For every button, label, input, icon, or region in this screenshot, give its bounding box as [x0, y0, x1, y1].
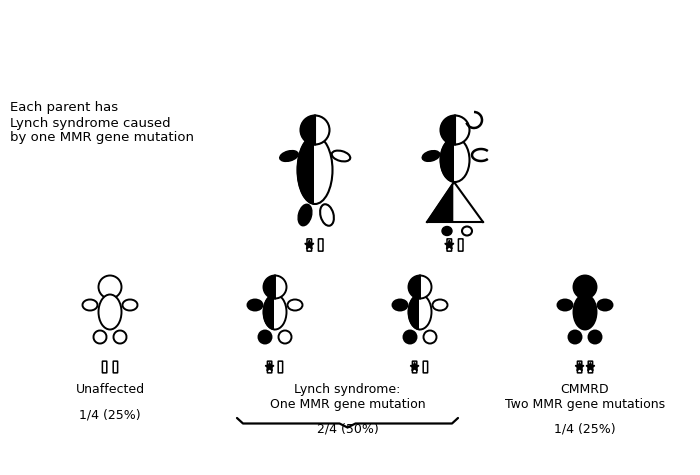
FancyBboxPatch shape: [102, 361, 107, 373]
Wedge shape: [300, 115, 315, 144]
Ellipse shape: [422, 151, 440, 162]
Ellipse shape: [433, 300, 447, 311]
Circle shape: [99, 276, 122, 298]
Polygon shape: [586, 362, 595, 370]
Ellipse shape: [442, 227, 452, 236]
Wedge shape: [455, 115, 470, 144]
Polygon shape: [410, 362, 419, 370]
Ellipse shape: [288, 300, 302, 311]
Text: Each parent has
Lynch syndrome caused
by one MMR gene mutation: Each parent has Lynch syndrome caused by…: [10, 102, 194, 144]
FancyBboxPatch shape: [588, 361, 593, 373]
FancyBboxPatch shape: [267, 361, 272, 373]
Polygon shape: [427, 182, 454, 222]
FancyBboxPatch shape: [578, 361, 582, 373]
Ellipse shape: [332, 151, 350, 162]
Circle shape: [403, 331, 416, 343]
Wedge shape: [275, 276, 286, 298]
Ellipse shape: [280, 151, 298, 162]
Circle shape: [589, 331, 601, 343]
Circle shape: [258, 331, 272, 343]
Ellipse shape: [557, 300, 573, 311]
Circle shape: [279, 331, 291, 343]
Text: Unaffected: Unaffected: [76, 383, 145, 396]
FancyBboxPatch shape: [412, 361, 416, 373]
Ellipse shape: [99, 294, 122, 330]
Text: Lynch syndrome:
One MMR gene mutation: Lynch syndrome: One MMR gene mutation: [270, 383, 426, 411]
Polygon shape: [298, 136, 315, 204]
Wedge shape: [440, 115, 455, 144]
Ellipse shape: [248, 300, 262, 311]
Polygon shape: [304, 240, 314, 249]
Text: 1/4 (25%): 1/4 (25%): [554, 423, 616, 436]
FancyBboxPatch shape: [113, 361, 118, 373]
Polygon shape: [455, 138, 470, 182]
Circle shape: [568, 331, 582, 343]
Ellipse shape: [598, 300, 612, 311]
Wedge shape: [263, 276, 275, 298]
FancyBboxPatch shape: [458, 239, 463, 251]
Ellipse shape: [298, 204, 312, 226]
Polygon shape: [263, 294, 275, 330]
Text: CMMRD
Two MMR gene mutations: CMMRD Two MMR gene mutations: [505, 383, 665, 411]
Polygon shape: [454, 182, 483, 222]
Text: 2/4 (50%): 2/4 (50%): [316, 423, 379, 436]
Ellipse shape: [320, 204, 334, 226]
Wedge shape: [420, 276, 431, 298]
Text: 1/4 (25%): 1/4 (25%): [79, 408, 141, 421]
Wedge shape: [409, 276, 420, 298]
Polygon shape: [440, 138, 455, 182]
Circle shape: [424, 331, 437, 343]
Polygon shape: [444, 240, 454, 249]
Polygon shape: [275, 294, 286, 330]
Ellipse shape: [573, 294, 596, 330]
Polygon shape: [575, 362, 584, 370]
Circle shape: [573, 276, 596, 298]
FancyBboxPatch shape: [424, 361, 428, 373]
Ellipse shape: [462, 227, 472, 236]
Ellipse shape: [393, 300, 407, 311]
FancyBboxPatch shape: [307, 239, 312, 251]
FancyBboxPatch shape: [447, 239, 452, 251]
FancyBboxPatch shape: [278, 361, 283, 373]
Wedge shape: [315, 115, 330, 144]
Polygon shape: [265, 362, 274, 370]
Polygon shape: [420, 294, 431, 330]
Polygon shape: [315, 136, 332, 204]
Polygon shape: [409, 294, 420, 330]
FancyBboxPatch shape: [318, 239, 323, 251]
